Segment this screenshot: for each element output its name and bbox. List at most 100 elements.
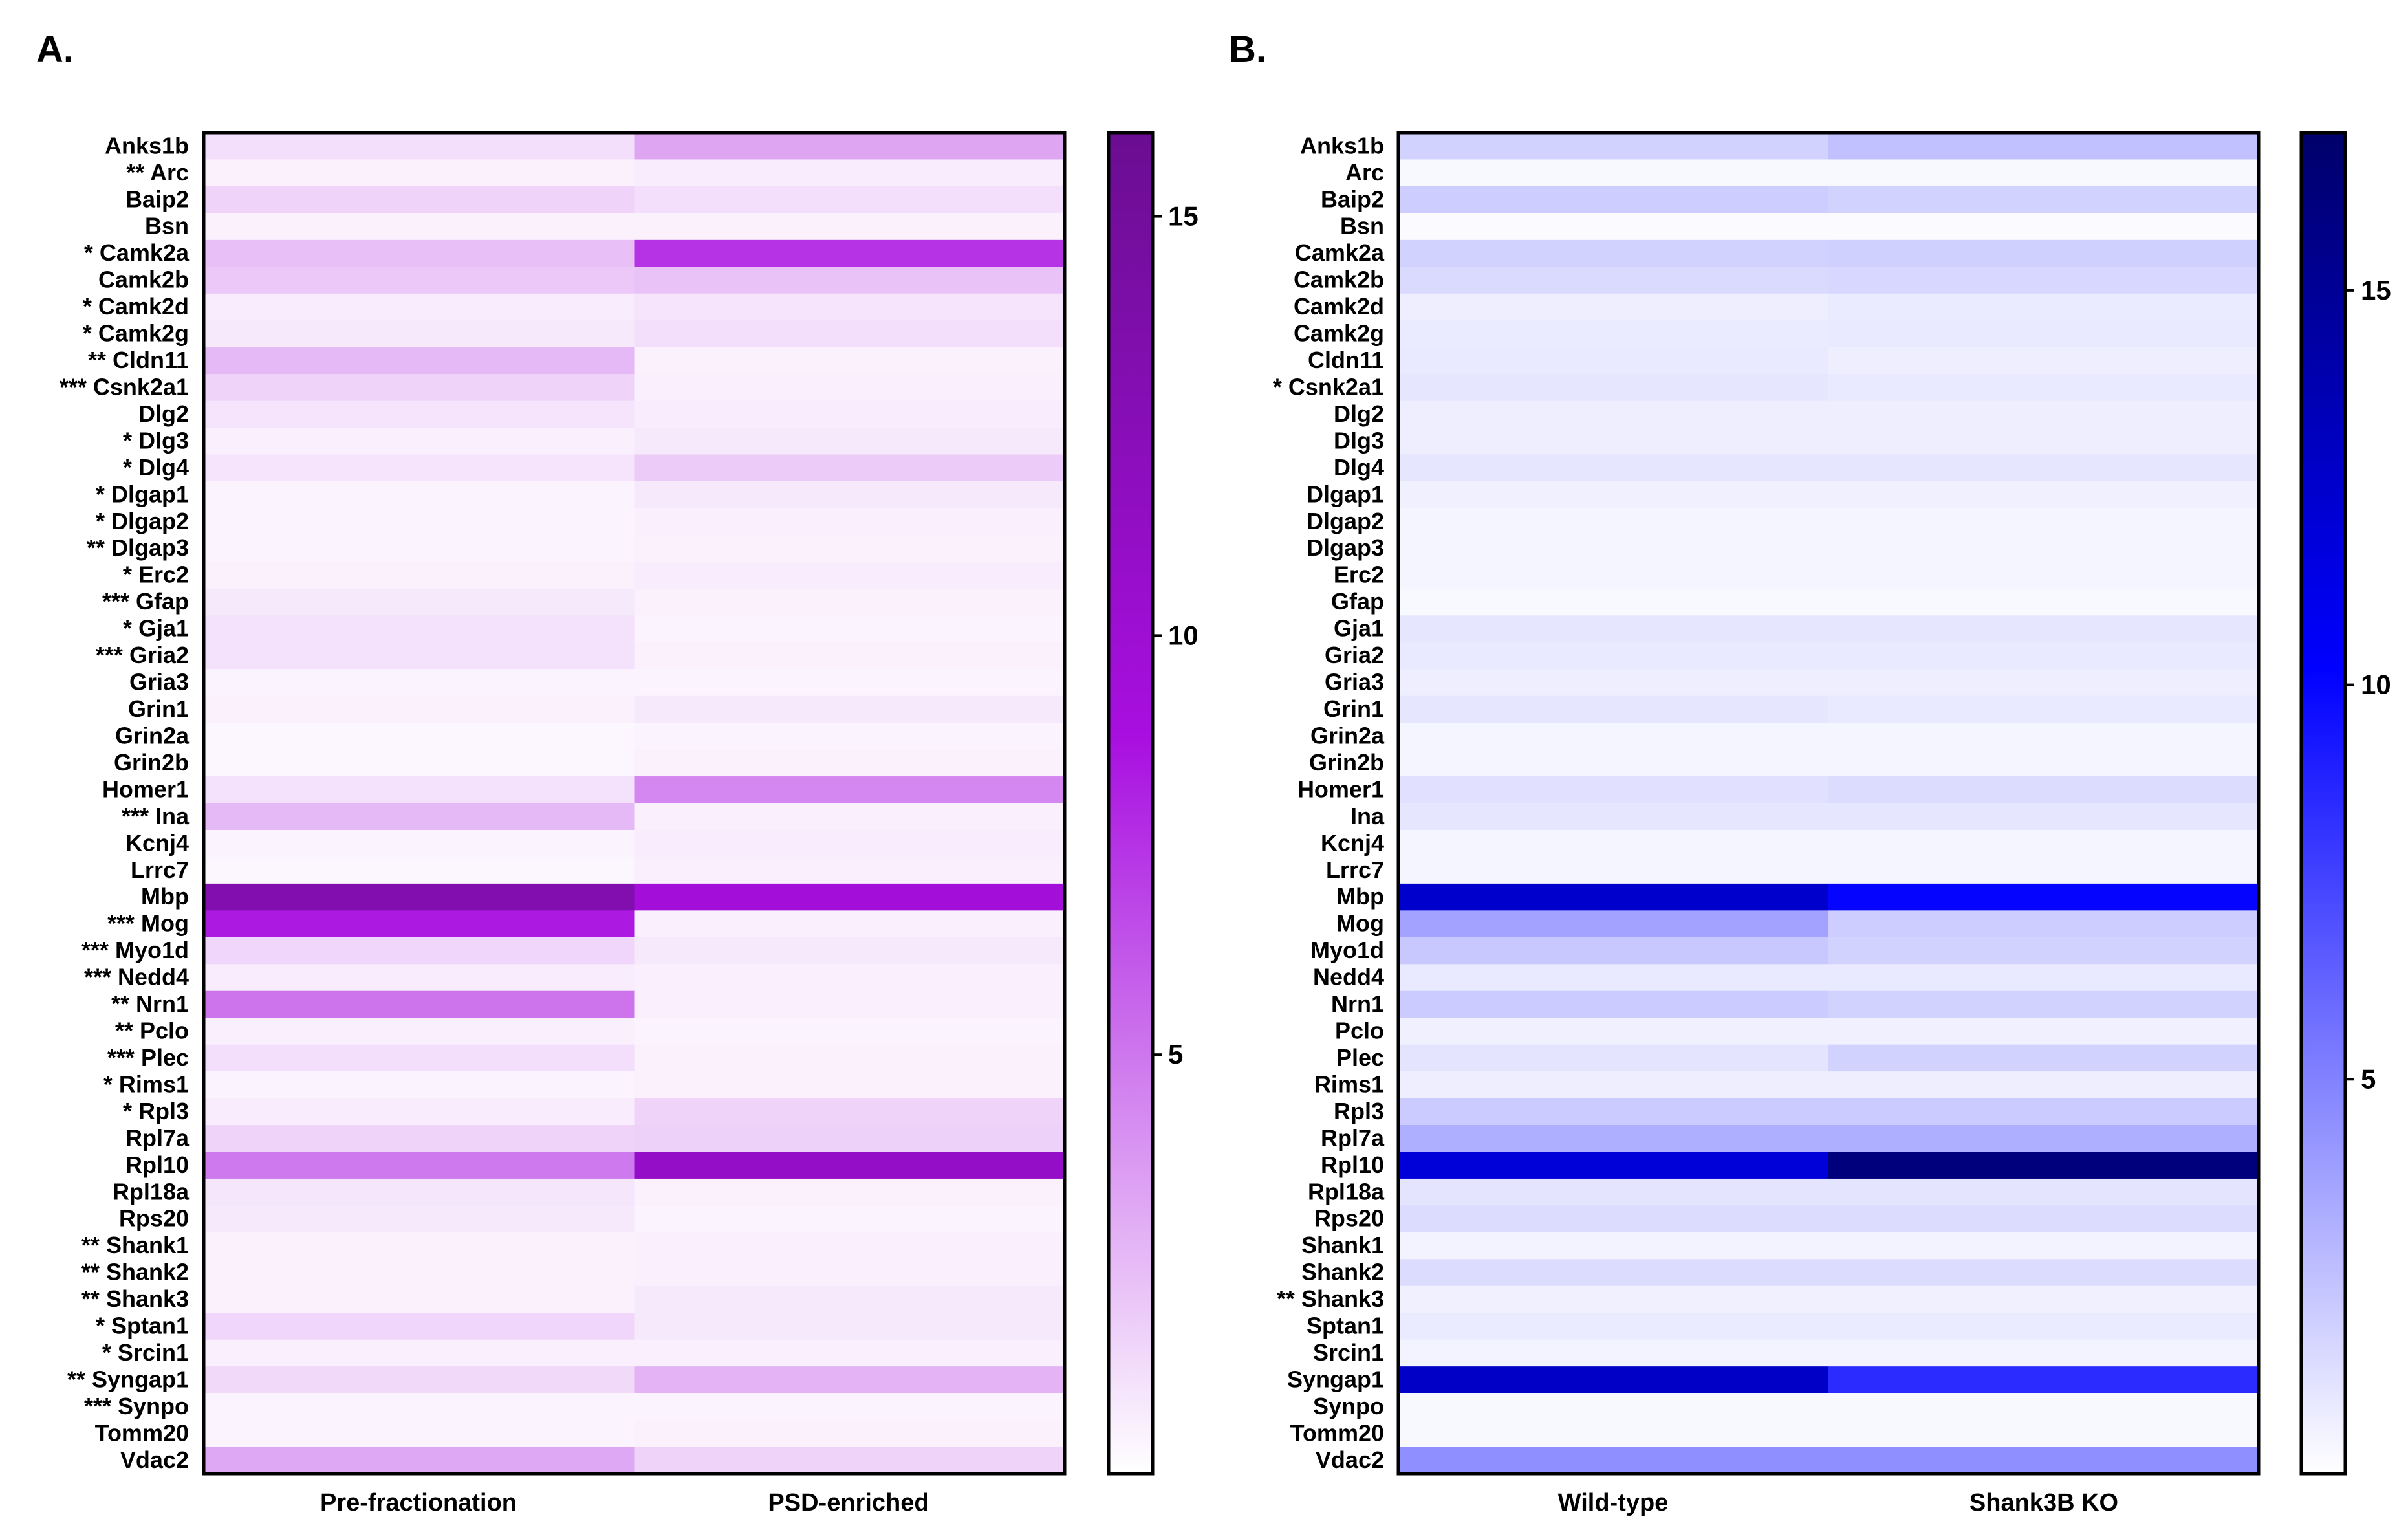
panel-b-cell-nedd4-2 (1828, 964, 2259, 992)
panel-b-cell-rpl10-1 (1398, 1152, 1829, 1179)
panel-a-colorbar (1107, 131, 1155, 1476)
panel-a-cell-myo1d-1 (204, 937, 635, 965)
panel-b-cell-synpo-2 (1828, 1393, 2259, 1421)
panel-a-cell-shank1-2 (634, 1232, 1065, 1260)
panel-b-row-label-plec: Plec (1336, 1044, 1384, 1071)
panel-a-row-label-shank3: ** Shank3 (81, 1285, 189, 1312)
panel-b-cell-gfap-2 (1828, 588, 2259, 616)
panel-a-cell-mog-1 (204, 910, 635, 938)
panel-b-row-label-baip2: Baip2 (1321, 186, 1384, 212)
panel-b-cell-dlg4-1 (1398, 454, 1829, 482)
panel-a-cell-dlg2-1 (204, 400, 635, 428)
panel-b-cell-camk2g-2 (1828, 320, 2259, 348)
panel-b-cell-dlgap1-2 (1828, 481, 2259, 509)
panel-a-cell-rpl7a-1 (204, 1125, 635, 1153)
panel-b-cell-dlgap2-2 (1828, 508, 2259, 536)
panel-b-row-label-gja1: Gja1 (1334, 615, 1384, 642)
panel-b-cell-rps20-1 (1398, 1205, 1829, 1233)
panel-b-cell-grin2a-2 (1828, 723, 2259, 750)
panel-a-label: A. (36, 28, 74, 71)
panel-b-row-label-tomm20: Tomm20 (1290, 1419, 1384, 1446)
panel-b-row-label-arc: Arc (1345, 159, 1384, 186)
panel-a-cell-myo1d-2 (634, 937, 1065, 965)
panel-a-colorbar-tick-label-5: 5 (1168, 1039, 1183, 1069)
panel-b-cell-camk2b-1 (1398, 267, 1829, 294)
panel-a-cell-rpl10-2 (634, 1152, 1065, 1179)
panel-b-row-label-nrn1: Nrn1 (1331, 990, 1384, 1017)
panel-a-cell-cldn11-2 (634, 347, 1065, 375)
panel-b-cell-rpl18a-2 (1828, 1178, 2259, 1206)
panel-b-row-label-shank1: Shank1 (1301, 1232, 1384, 1258)
panel-b-row-labels: Anks1bArcBaip2BsnCamk2aCamk2bCamk2dCamk2… (1273, 132, 1385, 1473)
panel-a-row-label-baip2: Baip2 (125, 186, 189, 212)
panel-b-cell-grin1-2 (1828, 695, 2259, 723)
panel-b-cell-rpl3-2 (1828, 1098, 2259, 1126)
panel-a-cell-tomm20-1 (204, 1420, 635, 1448)
panel-a-row-label-dlg2: Dlg2 (138, 400, 189, 427)
panel-a-row-label-vdac2: Vdac2 (120, 1447, 189, 1473)
panel-a-row-label-camk2g: * Camk2g (83, 320, 189, 347)
panel-b-cell-shank2-2 (1828, 1259, 2259, 1287)
panel-b-cell-tomm20-2 (1828, 1420, 2259, 1448)
panel-a-cell-gria2-2 (634, 642, 1065, 670)
panel-b-cell-nrn1-1 (1398, 990, 1829, 1018)
panel-b-row-label-rims1: Rims1 (1314, 1071, 1384, 1097)
panel-a-cell-bsn-1 (204, 213, 635, 241)
panel-a-cell-dlgap1-2 (634, 481, 1065, 509)
panel-a-cell-syngap1-1 (204, 1366, 635, 1394)
panel-b-cell-dlgap2-1 (1398, 508, 1829, 536)
panel-b-cell-nrn1-2 (1828, 990, 2259, 1018)
panel-a-row-label-arc: ** Arc (126, 159, 189, 186)
panel-b-row-label-gria3: Gria3 (1325, 669, 1384, 695)
panel-b-cell-erc2-1 (1398, 562, 1829, 589)
panel-a-row-label-ina: *** Ina (122, 803, 190, 829)
panel-b-cell-plec-1 (1398, 1044, 1829, 1072)
panel-b-cell-syngap1-2 (1828, 1366, 2259, 1394)
panel-a-cell-plec-1 (204, 1044, 635, 1072)
panel-a-cell-camk2d-1 (204, 293, 635, 321)
panel-b-cell-camk2b-2 (1828, 267, 2259, 294)
panel-a-row-label-syngap1: ** Syngap1 (67, 1366, 189, 1393)
panel-b-row-label-dlg4: Dlg4 (1334, 454, 1384, 481)
panel-b-row-label-cldn11: Cldn11 (1308, 347, 1384, 373)
panel-b-row-label-dlgap3: Dlgap3 (1307, 534, 1384, 561)
panel-b-cell-bsn-2 (1828, 213, 2259, 241)
panel-b-cell-arc-2 (1828, 159, 2259, 187)
panel-b-cell-pclo-1 (1398, 1018, 1829, 1045)
panel-b-row-label-myo1d: Myo1d (1310, 937, 1384, 963)
panel-a-cell-gria3-2 (634, 669, 1065, 697)
panel-a-cell-tomm20-2 (634, 1420, 1065, 1448)
panel-a-cell-ina-2 (634, 803, 1065, 831)
panel-b-row-label-grin2b: Grin2b (1309, 749, 1384, 776)
panel-a-row-label-nedd4: *** Nedd4 (84, 964, 189, 990)
panel-b-row-label-pclo: Pclo (1335, 1018, 1384, 1044)
panel-a-column-label-2: PSD-enriched (768, 1489, 929, 1516)
panel-b-colorbar-ticks: 5 10 15 (2345, 275, 2391, 1094)
panel-a-cell-arc-1 (204, 159, 635, 187)
panel-b-row-label-homer1: Homer1 (1297, 776, 1384, 802)
panel-a-row-label-tomm20: Tomm20 (95, 1419, 189, 1446)
panel-a-cell-grin2b-2 (634, 749, 1065, 777)
panel-a-row-label-plec: *** Plec (107, 1044, 189, 1071)
panel-a-cell-rpl18a-1 (204, 1178, 635, 1206)
panel-a-cells (204, 133, 1065, 1474)
panel-b-cell-myo1d-1 (1398, 937, 1829, 965)
panel-a-cell-plec-2 (634, 1044, 1065, 1072)
panel-a-row-label-gria2: *** Gria2 (96, 642, 189, 668)
panel-a-row-label-erc2: * Erc2 (123, 562, 189, 588)
panel-a-cell-camk2b-1 (204, 267, 635, 294)
panel-b-column-label-2: Shank3B KO (1969, 1489, 2118, 1516)
panel-b-row-label-rpl18a: Rpl18a (1308, 1178, 1385, 1205)
panel-b-colorbar-tick-label-5: 5 (2361, 1064, 2376, 1094)
panel-b-cell-syngap1-1 (1398, 1366, 1829, 1394)
panel-b-row-label-dlgap1: Dlgap1 (1307, 481, 1384, 507)
panel-b-cell-synpo-1 (1398, 1393, 1829, 1421)
panel-a-cell-dlg3-1 (204, 428, 635, 455)
panel-a-cell-gfap-1 (204, 588, 635, 616)
panel-a-row-label-mbp: Mbp (141, 883, 189, 910)
panel-a-row-label-grin2a: Grin2a (115, 722, 190, 749)
panel-b-row-label-anks1b: Anks1b (1300, 132, 1384, 158)
panel-a-cell-dlg2-2 (634, 400, 1065, 428)
panel-b-row-label-rpl10: Rpl10 (1321, 1152, 1384, 1178)
